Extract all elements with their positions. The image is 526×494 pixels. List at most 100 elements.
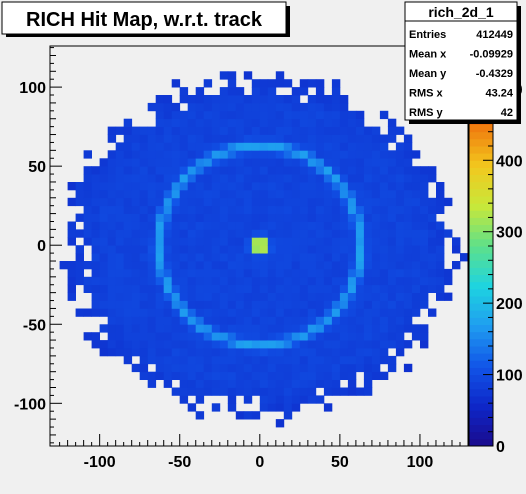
heatmap-cell: [387, 284, 397, 293]
heatmap-cell: [203, 261, 213, 270]
heatmap-cell: [339, 166, 349, 175]
heatmap-cell: [179, 213, 189, 222]
heatmap-cell: [75, 197, 84, 207]
heatmap-cell: [339, 276, 349, 286]
heatmap-cell: [235, 205, 245, 214]
heatmap-cell: [403, 276, 413, 286]
heatmap-cell: [187, 189, 197, 199]
heatmap-cell: [291, 213, 301, 222]
heatmap-cell: [436, 276, 445, 286]
heatmap-cell: [315, 253, 325, 262]
heatmap-cell: [187, 229, 197, 238]
heatmap-cell: [83, 189, 92, 199]
heatmap-cell: [307, 363, 317, 373]
z-tick-label: 200: [496, 296, 523, 313]
heatmap-cell: [219, 221, 229, 230]
heatmap-cell: [163, 166, 173, 175]
heatmap-cell: [251, 332, 261, 341]
heatmap-cell: [203, 387, 213, 396]
heatmap-cell: [147, 348, 157, 357]
heatmap-cell: [243, 371, 253, 380]
heatmap-cell: [211, 363, 221, 373]
heatmap-cell: [115, 237, 125, 246]
heatmap-cell: [235, 229, 245, 238]
heatmap-cell: [339, 126, 349, 135]
heatmap-cell: [195, 300, 205, 309]
heatmap-cell: [411, 237, 421, 246]
heatmap-cell: [107, 268, 117, 278]
heatmap-cell: [67, 221, 76, 230]
heatmap-cell: [436, 205, 445, 214]
heatmap-cell: [275, 229, 285, 238]
heatmap-cell: [187, 284, 197, 293]
heatmap-cell: [403, 221, 413, 230]
heatmap-cell: [387, 268, 397, 278]
heatmap-cell: [379, 332, 389, 341]
heatmap-cell: [163, 340, 173, 349]
heatmap-cell: [323, 118, 333, 127]
x-tick-label: 0: [255, 454, 264, 471]
heatmap-cell: [203, 213, 213, 222]
heatmap-cell: [379, 324, 389, 333]
heatmap-cell: [171, 158, 181, 167]
heatmap-cell: [307, 253, 317, 262]
heatmap-cell: [339, 229, 349, 238]
heatmap-cell: [299, 324, 309, 333]
heatmap-cell: [219, 134, 229, 143]
heatmap-cell: [243, 332, 253, 341]
heatmap-cell: [347, 118, 357, 127]
heatmap-cell: [227, 363, 237, 373]
heatmap-cell: [395, 348, 405, 357]
heatmap-cell: [219, 189, 229, 199]
heatmap-cell: [363, 126, 373, 135]
heatmap-cell: [83, 276, 92, 286]
heatmap-cell: [315, 142, 325, 151]
stats-label: RMS x: [409, 88, 444, 100]
heatmap-cell: [99, 276, 108, 286]
stats-value: 43.24: [485, 88, 513, 100]
heatmap-cell: [227, 134, 237, 143]
heatmap-cell: [227, 110, 237, 120]
heatmap-cell: [363, 189, 373, 199]
heatmap-cell: [219, 268, 229, 278]
heatmap-cell: [235, 300, 245, 309]
heatmap-cell: [83, 213, 92, 222]
heatmap-cell: [163, 284, 173, 293]
heatmap-cell: [331, 237, 341, 246]
heatmap-cell: [331, 261, 341, 270]
heatmap-cell: [347, 268, 357, 278]
heatmap-cell: [251, 387, 261, 396]
heatmap-cell: [323, 110, 333, 120]
heatmap-cell: [259, 110, 269, 120]
heatmap-cell: [99, 189, 108, 199]
heatmap-cell: [283, 253, 293, 262]
heatmap-cell: [379, 308, 389, 317]
heatmap-cell: [387, 182, 397, 191]
heatmap-cell: [291, 403, 301, 412]
palette-step: [469, 181, 493, 190]
heatmap-cell: [195, 379, 205, 388]
heatmap-cell: [211, 387, 221, 396]
heatmap-cell: [323, 348, 333, 357]
heatmap-cell: [179, 253, 189, 262]
heatmap-cell: [227, 213, 237, 222]
heatmap-cell: [299, 150, 309, 159]
heatmap-cell: [283, 229, 293, 238]
heatmap-cell: [243, 182, 253, 191]
heatmap-cell: [163, 268, 173, 278]
palette-step: [469, 124, 493, 133]
heatmap-cell: [171, 142, 181, 151]
heatmap-cell: [323, 126, 333, 135]
heatmap-cell: [67, 276, 76, 286]
heatmap-cell: [235, 87, 245, 96]
heatmap-cell: [355, 316, 365, 325]
heatmap-cell: [235, 316, 245, 325]
heatmap-cell: [331, 182, 341, 191]
heatmap-cell: [315, 213, 325, 222]
heatmap-cell: [379, 316, 389, 325]
palette-step: [469, 374, 493, 383]
heatmap-cell: [315, 276, 325, 286]
heatmap-cell: [67, 268, 76, 278]
heatmap-cell: [371, 300, 381, 309]
heatmap-cell: [171, 134, 181, 143]
